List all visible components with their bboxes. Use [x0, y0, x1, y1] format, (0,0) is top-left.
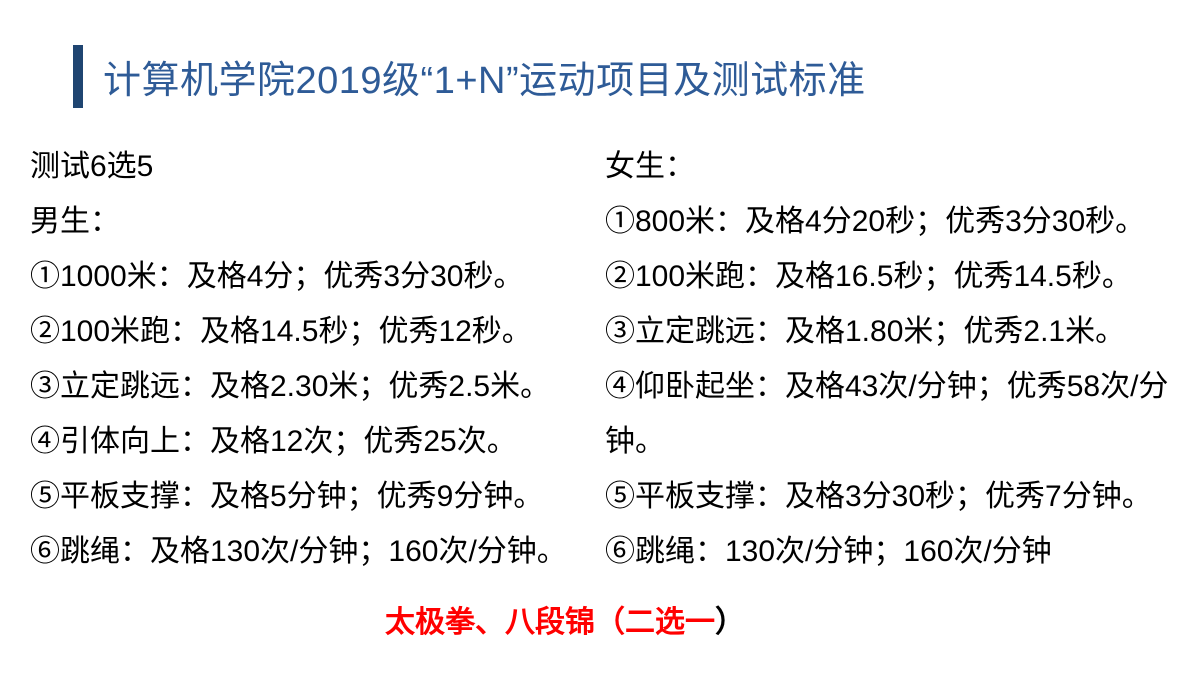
title-accent-bar — [73, 45, 83, 108]
male-item-pull-up: ④引体向上：及格12次；优秀25次。 — [30, 425, 517, 458]
slide-header: 计算机学院2019级“1+N”运动项目及测试标准 — [73, 45, 866, 108]
footer-note: 太极拳、八段锦（二选一） — [385, 604, 745, 642]
female-item-100m: ②100米跑：及格16.5秒；优秀14.5秒。 — [605, 260, 1132, 293]
male-item-rope-skipping: ⑥跳绳：及格130次/分钟；160次/分钟。 — [30, 535, 567, 568]
female-standards-column: 女生： ①800米：及格4分20秒；优秀3分30秒。 ②100米跑：及格16.5… — [605, 139, 1183, 579]
male-item-1000m: ①1000米：及格4分；优秀3分30秒。 — [30, 260, 524, 293]
female-item-sit-up: ④仰卧起坐：及格43次/分钟；优秀58次/分钟。 — [605, 370, 1169, 458]
male-standards-column: 测试6选5 男生： ①1000米：及格4分；优秀3分30秒。 ②100米跑：及格… — [30, 139, 595, 579]
footer-note-text: 太极拳、八段锦（二选一 — [385, 606, 715, 639]
male-item-long-jump: ③立定跳远：及格2.30米；优秀2.5米。 — [30, 370, 551, 403]
male-item-100m: ②100米跑：及格14.5秒；优秀12秒。 — [30, 315, 532, 348]
female-item-800m: ①800米：及格4分20秒；优秀3分30秒。 — [605, 205, 1146, 238]
footer-close-paren: ） — [715, 606, 745, 639]
female-item-long-jump: ③立定跳远：及格1.80米；优秀2.1米。 — [605, 315, 1126, 348]
female-item-rope-skipping: ⑥跳绳：130次/分钟；160次/分钟 — [605, 535, 1052, 568]
female-heading: 女生： — [605, 150, 695, 183]
test-rule-heading: 测试6选5 — [30, 150, 154, 183]
page-title: 计算机学院2019级“1+N”运动项目及测试标准 — [103, 60, 866, 102]
female-item-plank: ⑤平板支撑：及格3分30秒；优秀7分钟。 — [605, 480, 1152, 513]
male-item-plank: ⑤平板支撑：及格5分钟；优秀9分钟。 — [30, 480, 544, 513]
male-heading: 男生： — [30, 205, 120, 238]
